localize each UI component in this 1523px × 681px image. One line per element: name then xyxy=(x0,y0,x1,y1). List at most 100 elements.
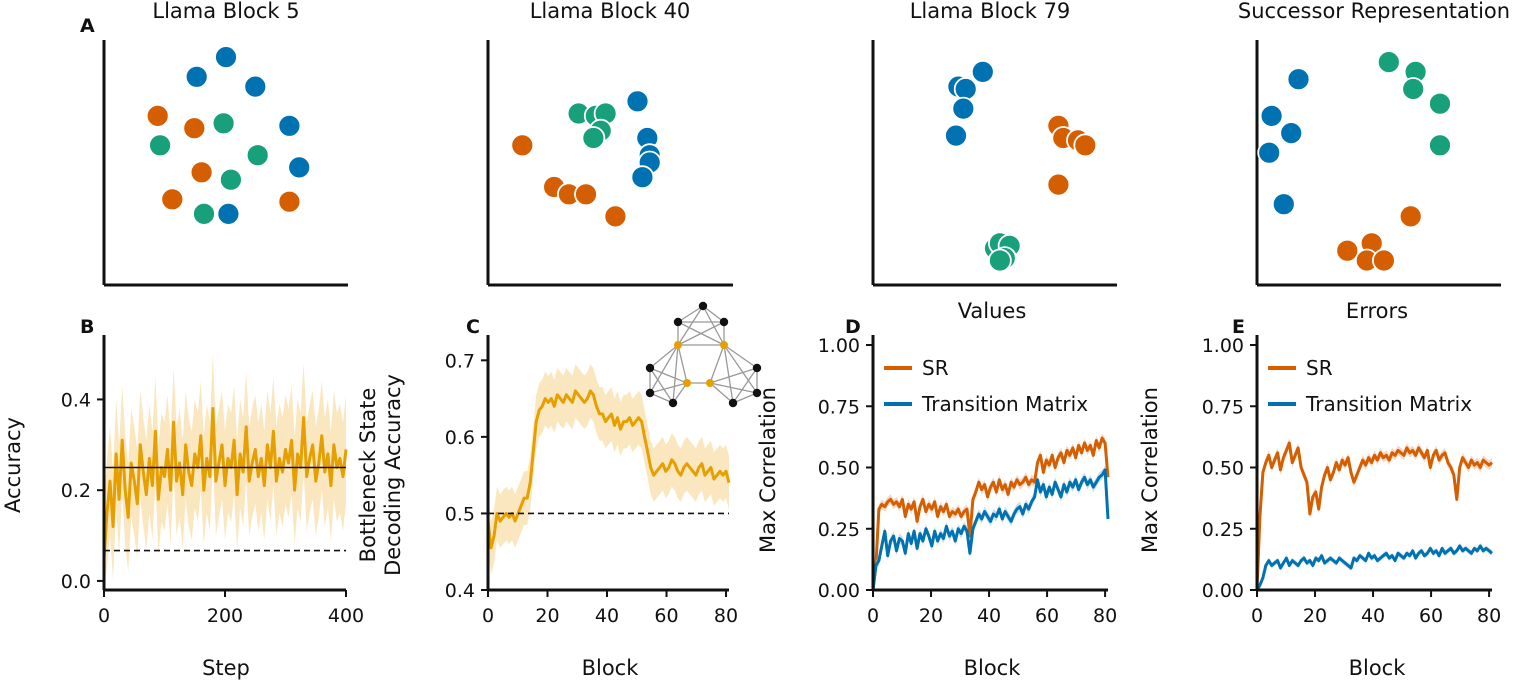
scatter_block79-point-blue-4 xyxy=(944,123,968,148)
panel_d-ytick-label-1: 0.25 xyxy=(818,519,860,541)
graph-edge xyxy=(723,344,758,394)
panel_b-plot: 0.0 0.2 0.4 0 200 400 xyxy=(61,335,364,627)
graph-edge xyxy=(732,392,758,404)
panel_b-ytick-label-1: 0.2 xyxy=(61,480,91,502)
scatter_sr-point-green-2 xyxy=(1401,77,1426,101)
panel_e-ytick-label-0: 0.00 xyxy=(1202,580,1244,602)
panel_c-xtick-label-3: 60 xyxy=(654,605,678,627)
panel-label-a: A xyxy=(80,15,95,37)
scatter_block79-point-green-4 xyxy=(988,248,1012,273)
panel_c-xtick-label-1: 20 xyxy=(535,605,559,627)
panel-d-legend-sr: SR xyxy=(922,356,949,380)
scatter_block5-plot xyxy=(102,40,348,287)
panel_e-xtick-label-1: 20 xyxy=(1303,605,1327,627)
graph-edge xyxy=(649,367,674,404)
scatter_block79-point-blue-3 xyxy=(951,96,976,121)
panel_d-sr-band xyxy=(873,433,1108,590)
scatter-block5-title: Llama Block 5 xyxy=(152,0,299,23)
panel-c-ylabel-line1: Bottleneck State xyxy=(356,388,380,563)
panel_e-ytick-label-1: 0.25 xyxy=(1202,519,1244,541)
panel_e-transition-matrix-line xyxy=(1255,544,1493,591)
scatter_block5-point-blue-2 xyxy=(277,113,302,138)
scatter_sr-point-blue-1 xyxy=(1259,104,1284,128)
panel_e-plot: 0.00 0.25 0.50 0.75 1.00 0 20 40 60 80 xyxy=(1202,335,1501,627)
scatter_block5-point-blue-4 xyxy=(216,201,241,226)
panel-label-c: C xyxy=(466,316,480,338)
graph-edge xyxy=(709,382,758,394)
panel_b-ytick-label-2: 0.4 xyxy=(61,389,91,411)
scatter_sr-plot xyxy=(1255,40,1501,287)
graph-node xyxy=(752,363,762,373)
scatter_block5-point-blue-1 xyxy=(243,74,268,99)
scatter_block79-point-orange-3 xyxy=(1073,133,1098,158)
graph-node xyxy=(683,379,691,387)
panel_e-xtick-label-2: 40 xyxy=(1361,605,1385,627)
panel_c-ytick-label-1: 0.5 xyxy=(445,503,475,525)
scatter-block40-title: Llama Block 40 xyxy=(530,0,691,23)
graph-edge xyxy=(709,382,734,404)
panel-e-legend: SR Transition Matrix xyxy=(1268,356,1472,416)
panel_d-ytick-label-2: 0.50 xyxy=(818,458,860,480)
scatter_block79-point-orange-4 xyxy=(1046,172,1071,197)
panel-d-legend-tm: Transition Matrix xyxy=(921,392,1088,416)
graph-edge xyxy=(702,305,725,346)
panel_d-xtick-label-0: 0 xyxy=(867,605,879,627)
graph-edge xyxy=(677,321,725,346)
panel_c-ytick-label-2: 0.6 xyxy=(445,427,475,449)
scatter_block5-point-green-1 xyxy=(211,111,236,136)
scatter_sr-point-orange-4 xyxy=(1372,248,1396,273)
panel_c-xtick-label-0: 0 xyxy=(482,605,494,627)
scatter_sr-point-blue-4 xyxy=(1271,192,1296,217)
scatter_sr-point-green-0 xyxy=(1376,50,1401,74)
scatter_sr-point-green-3 xyxy=(1428,91,1452,116)
panel-e-xlabel: Block xyxy=(1349,656,1407,680)
panel_d-xtick-label-4: 80 xyxy=(1093,605,1117,627)
panel_b-xtick-label-0: 0 xyxy=(98,605,110,627)
panel_d-ytick-label-3: 0.75 xyxy=(818,396,860,418)
panel_d-ytick-label-4: 1.00 xyxy=(818,335,860,357)
scatter_block40-point-orange-4 xyxy=(603,204,628,229)
graph-node xyxy=(645,388,655,398)
scatter_block5-point-green-0 xyxy=(148,133,173,158)
panel_c-ytick-label-3: 0.7 xyxy=(445,350,475,372)
panel_e-ytick-label-3: 0.75 xyxy=(1202,396,1244,418)
panel_c-ytick-label-0: 0.4 xyxy=(445,580,475,602)
graph-edge xyxy=(677,344,688,384)
scatter_block5-point-orange-4 xyxy=(277,189,302,214)
scatter_block5-point-blue-5 xyxy=(214,45,238,69)
scatter_sr-point-orange-1 xyxy=(1335,238,1360,263)
panel-label-d: D xyxy=(845,316,861,338)
panel_c-xtick-label-2: 40 xyxy=(595,605,619,627)
scatter_block40-point-green-4 xyxy=(581,126,606,150)
panel_b-accuracy-line xyxy=(102,407,348,559)
panel_e-xtick-label-0: 0 xyxy=(1251,605,1263,627)
panel_d-ytick-label-0: 0.00 xyxy=(818,580,860,602)
scatter_block40-plot xyxy=(486,40,733,287)
panel_b-xtick-label-1: 200 xyxy=(207,605,243,627)
scatter_block5-point-blue-0 xyxy=(184,64,209,89)
panel_c-plot: 0.4 0.5 0.6 0.7 0 20 40 60 80 xyxy=(445,335,738,627)
scatter_block5-point-orange-1 xyxy=(182,116,207,141)
panel_d-transition-matrix-line xyxy=(871,468,1110,591)
panel-b-ylabel: Accuracy xyxy=(1,417,25,513)
graph-edge xyxy=(702,305,725,323)
graph-edge xyxy=(709,344,725,384)
panel_c-decoding-line xyxy=(486,389,731,550)
graph-node xyxy=(752,388,762,398)
scatter_block79-point-blue-2 xyxy=(970,60,995,84)
graph-edge xyxy=(672,344,679,404)
scatter_block40-point-blue-4 xyxy=(630,165,655,190)
panel-d-title: Values xyxy=(958,299,1027,323)
scatter_sr-point-blue-0 xyxy=(1286,67,1311,92)
graph-node xyxy=(645,363,655,373)
panel_d-plot: 0.00 0.25 0.50 0.75 1.00 0 20 40 60 80 xyxy=(818,335,1117,627)
scatter_block79-point-blue-1 xyxy=(953,77,978,101)
scatter_block40-point-blue-0 xyxy=(625,89,650,114)
panel_c-xtick-label-4: 80 xyxy=(714,605,738,627)
scatter_block40-point-orange-3 xyxy=(574,182,598,207)
graph-edge xyxy=(723,344,734,404)
panel-e-legend-sr: SR xyxy=(1306,356,1333,380)
graph-edge xyxy=(677,305,704,346)
